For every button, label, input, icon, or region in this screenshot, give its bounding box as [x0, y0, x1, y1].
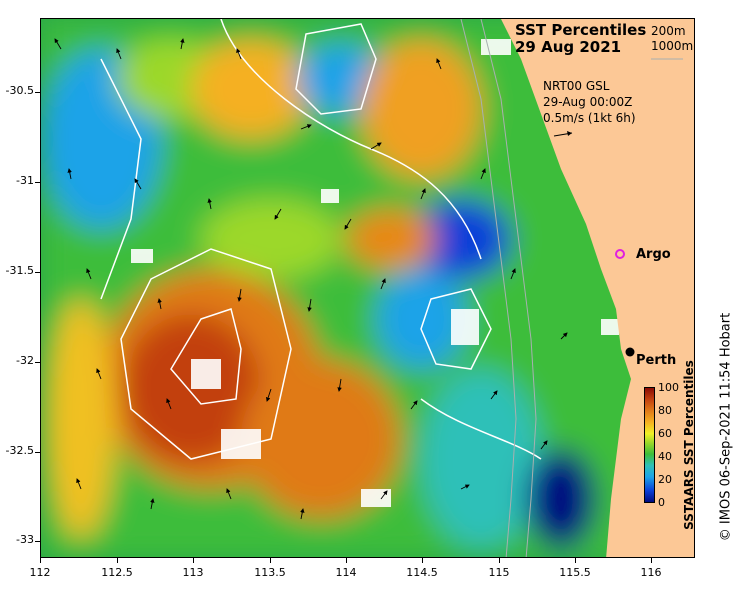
- colorbar: [644, 387, 655, 503]
- map-area[interactable]: [40, 18, 695, 558]
- y-tick-mark: [35, 182, 40, 183]
- x-tick-label: 112.5: [101, 566, 133, 579]
- reference-arrow-icon: [553, 131, 573, 137]
- x-tick-label: 113: [182, 566, 204, 579]
- depth-200m: 200m: [651, 24, 686, 38]
- x-tick-label: 112: [29, 566, 51, 579]
- depth-legend: 200m 1000m: [651, 24, 693, 54]
- colorbar-tick: 20: [658, 473, 672, 486]
- colorbar-tick: 100: [658, 381, 679, 394]
- y-tick-mark: [35, 452, 40, 453]
- x-tick-mark: [575, 558, 576, 563]
- colorbar-tick: 40: [658, 450, 672, 463]
- x-tick-mark: [499, 558, 500, 563]
- title-line-2: 29 Aug 2021: [515, 38, 622, 56]
- y-tick-label: -32: [16, 354, 34, 367]
- argo-marker-icon: [615, 249, 625, 259]
- x-tick-label: 114: [335, 566, 357, 579]
- x-tick-label: 116: [640, 566, 662, 579]
- title-line-1: SST Percentiles: [515, 21, 647, 39]
- info-model: NRT00 GSL: [543, 79, 610, 93]
- depth-legend-line: [651, 58, 683, 60]
- y-tick-label: -30.5: [5, 84, 34, 97]
- y-tick-mark: [35, 541, 40, 542]
- place-perth: Perth: [636, 353, 677, 368]
- current-vectors: [54, 38, 568, 520]
- sst-map: [41, 19, 694, 557]
- x-tick-mark: [651, 558, 652, 563]
- y-tick-label: -33: [16, 533, 34, 546]
- perth-marker-icon: [625, 347, 635, 357]
- x-tick-label: 114.5: [406, 566, 438, 579]
- map-title: SST Percentiles 29 Aug 2021: [515, 22, 646, 56]
- cloud-gaps: [131, 39, 619, 507]
- x-tick-mark: [346, 558, 347, 563]
- info-block: NRT00 GSL 29-Aug 00:00Z 0.5m/s (1kt 6h): [543, 78, 636, 126]
- x-tick-mark: [270, 558, 271, 563]
- colorbar-tick: 60: [658, 427, 672, 440]
- y-tick-mark: [35, 362, 40, 363]
- x-tick-label: 115: [488, 566, 510, 579]
- colorbar-title: SSTAARS SST Percentiles: [682, 360, 696, 530]
- y-tick-mark: [35, 92, 40, 93]
- colorbar-tick: 0: [658, 496, 665, 509]
- place-argo: Argo: [636, 247, 671, 262]
- x-tick-mark: [193, 558, 194, 563]
- depth-1000m: 1000m: [651, 39, 694, 53]
- depth-contours: [460, 19, 537, 557]
- x-tick-mark: [422, 558, 423, 563]
- contours: [100, 19, 542, 460]
- x-tick-label: 113.5: [254, 566, 286, 579]
- x-tick-label: 115.5: [559, 566, 591, 579]
- credit-line: © IMOS 06-Sep-2021 11:54 Hobart: [718, 312, 734, 542]
- y-tick-label: -32.5: [5, 444, 34, 457]
- info-time: 29-Aug 00:00Z: [543, 95, 633, 109]
- colorbar-tick: 80: [658, 404, 672, 417]
- y-tick-label: -31.5: [5, 264, 34, 277]
- x-tick-mark: [40, 558, 41, 563]
- x-tick-mark: [117, 558, 118, 563]
- y-tick-mark: [35, 272, 40, 273]
- info-scale: 0.5m/s (1kt 6h): [543, 111, 636, 125]
- y-tick-label: -31: [16, 174, 34, 187]
